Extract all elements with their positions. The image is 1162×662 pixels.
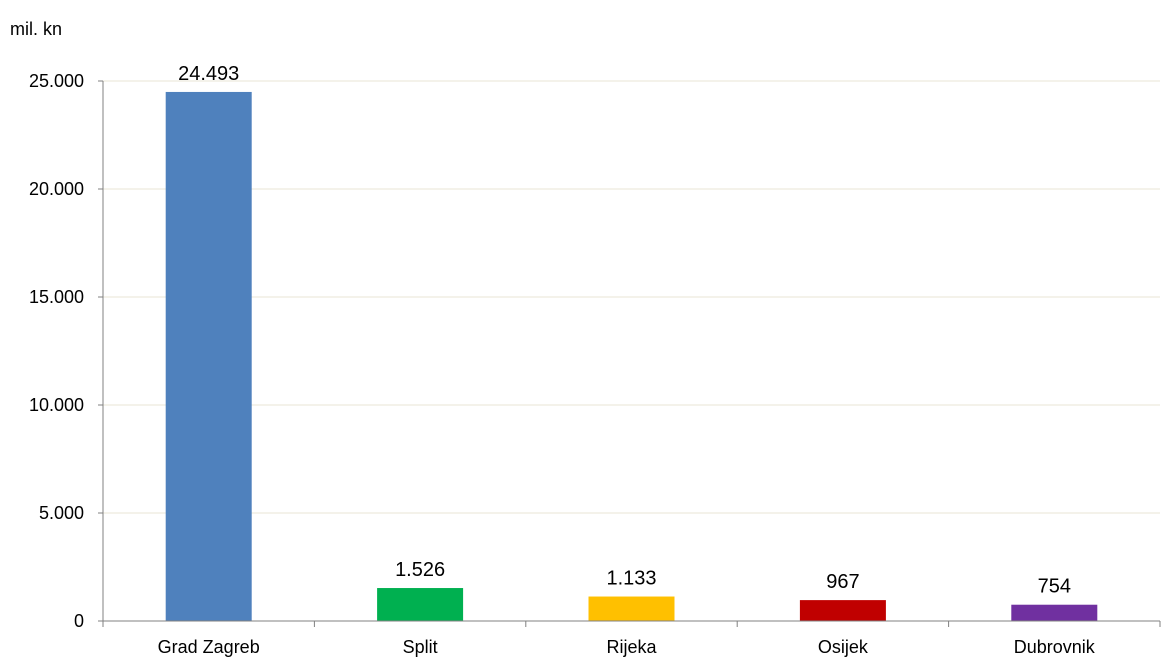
bar-split (377, 588, 464, 621)
y-tick-label: 15.000 (29, 287, 84, 307)
bar-grad-zagreb (165, 91, 252, 622)
x-tick-label: Split (403, 637, 438, 657)
bar-dubrovnik (1011, 604, 1098, 621)
x-tick-label: Dubrovnik (1014, 637, 1096, 657)
data-label: 754 (1038, 576, 1071, 598)
bar-osijek (799, 600, 886, 621)
bars (165, 91, 1098, 622)
y-tick-label: 0 (74, 611, 84, 631)
data-label: 24.493 (178, 63, 239, 85)
axes (98, 80, 1161, 627)
y-axis-unit-label: mil. kn (10, 19, 62, 39)
labels: 0 5.000 10.000 15.000 20.000 25.000 24.493 Grad… (29, 63, 1096, 657)
x-tick-label: Grad Zagreb (158, 637, 260, 657)
x-tick-label: Osijek (818, 637, 869, 657)
gridlines (103, 80, 1160, 514)
data-label: 1.133 (606, 568, 656, 590)
y-tick-label: 10.000 (29, 395, 84, 415)
y-tick-label: 25.000 (29, 71, 84, 91)
data-label: 967 (826, 571, 859, 593)
y-tick-label: 5.000 (39, 503, 84, 523)
y-tick-label: 20.000 (29, 179, 84, 199)
bar-rijeka (588, 596, 675, 621)
data-label: 1.526 (395, 559, 445, 581)
x-tick-label: Rijeka (606, 637, 657, 657)
